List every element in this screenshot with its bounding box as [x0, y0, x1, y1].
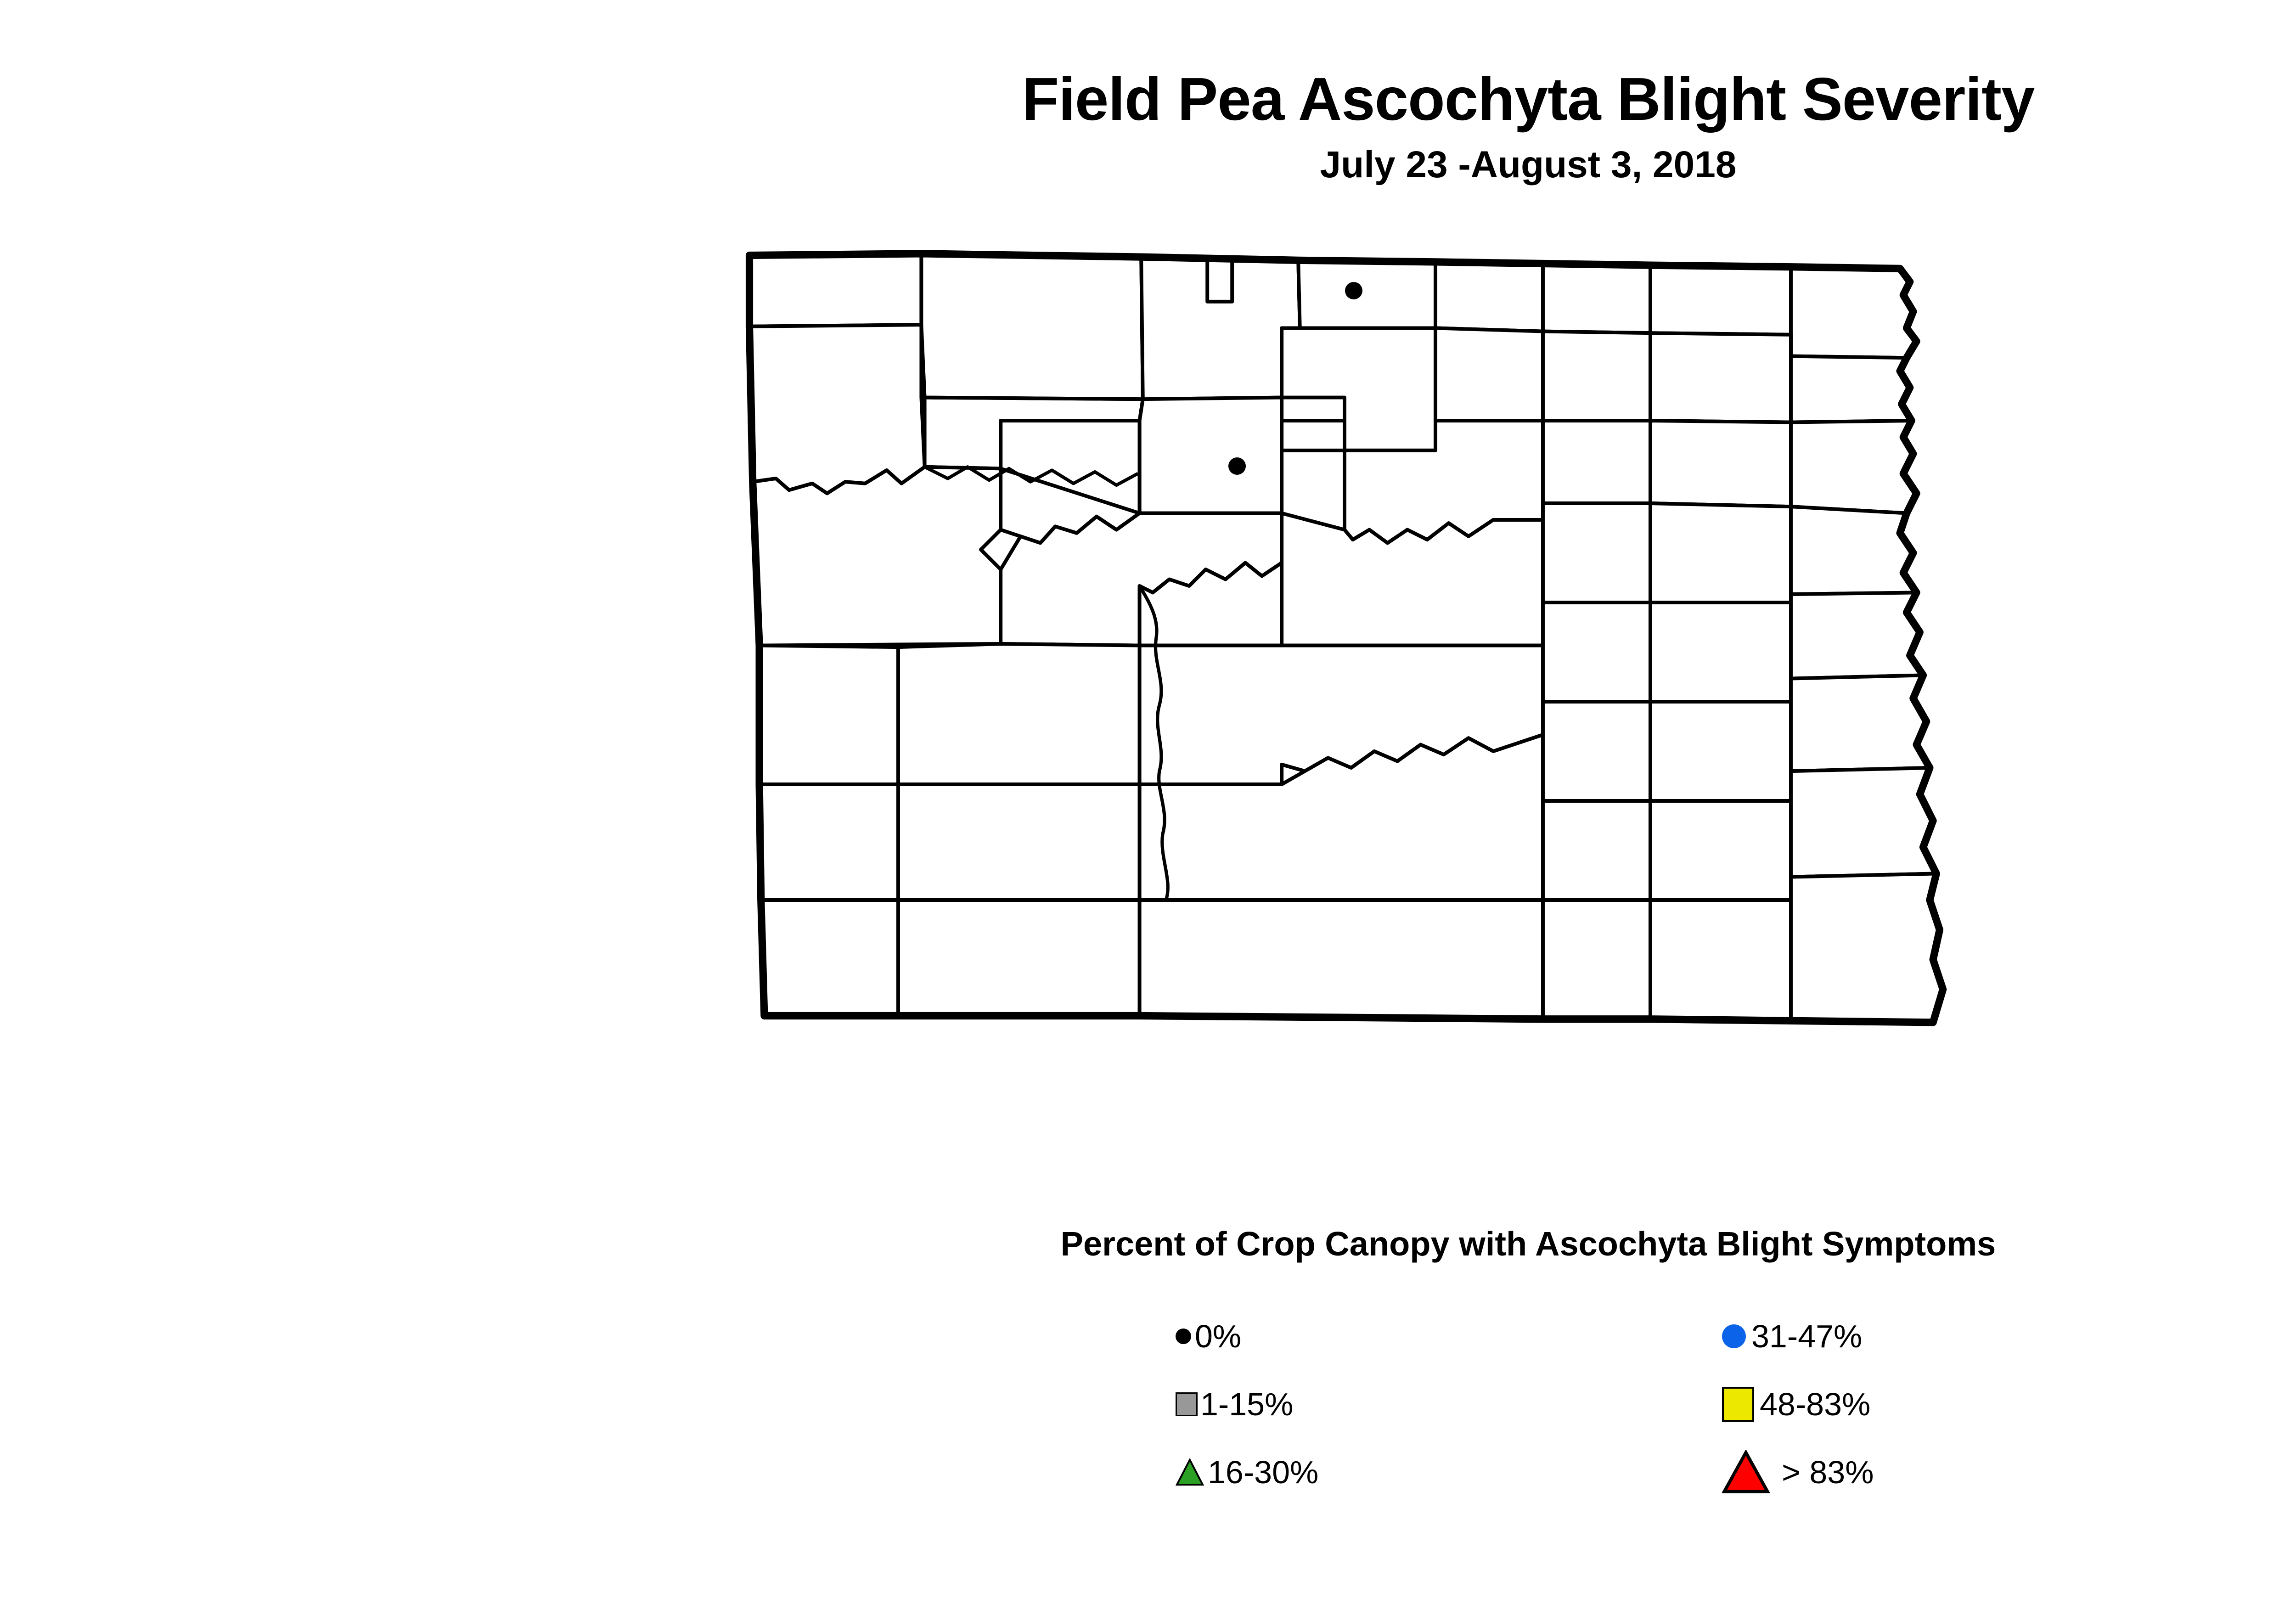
legend-item-0-percent[interactable]: 0%	[1176, 1309, 1241, 1364]
legend-item-1-15-percent[interactable]: 1-15%	[1176, 1377, 1293, 1432]
legend-item-over-83-percent[interactable]: > 83%	[1722, 1445, 1874, 1500]
county-slope	[757, 782, 900, 902]
state-boundary-north-dakota	[745, 250, 1947, 1026]
circle-marker-icon	[1722, 1324, 1746, 1348]
county-benson	[1541, 329, 1652, 422]
county-traill	[1789, 505, 1919, 596]
county-logan	[1541, 601, 1652, 704]
county-bottineau	[1296, 258, 1437, 330]
county-layer	[748, 252, 1945, 1025]
legend-title: Percent of Crop Canopy with Ascochyta Bl…	[1060, 1225, 1996, 1263]
county-grandforks	[1789, 419, 1919, 515]
county-dickey	[1649, 700, 1793, 803]
county-sheridan	[1280, 419, 1346, 452]
legend-item-label: 1-15%	[1200, 1386, 1294, 1422]
county-stutsman	[1649, 501, 1793, 604]
county-cavalier	[1649, 263, 1793, 337]
circle-marker-icon	[1176, 1329, 1191, 1344]
county-ramsey	[1649, 331, 1793, 424]
county-williams	[748, 323, 927, 495]
county-ransom	[1789, 766, 1938, 879]
missouri-river-line	[1138, 585, 1170, 901]
legend-item-16-30-percent[interactable]: 16-30%	[1176, 1445, 1318, 1500]
county-nelson	[1649, 419, 1793, 509]
county-adams	[896, 898, 1142, 1018]
triangle-marker-icon	[1722, 1450, 1770, 1494]
county-eddy	[1541, 419, 1652, 505]
county-cass	[1789, 591, 1925, 681]
county-renville	[1139, 255, 1302, 401]
county-rolette	[1434, 260, 1545, 333]
county-ward	[1137, 395, 1346, 515]
legend-item-label: 48-83%	[1760, 1386, 1871, 1422]
legend: 0% 1-15% 16-30% 31-47%	[1176, 1309, 2048, 1529]
legend-item-31-47-percent[interactable]: 31-47%	[1722, 1309, 1862, 1364]
county-billings	[757, 643, 900, 786]
county-bowman	[759, 898, 900, 1018]
county-emmons	[1541, 799, 1652, 902]
square-marker-icon	[1176, 1392, 1198, 1416]
county-stark	[896, 642, 1142, 786]
county-burleigh	[1280, 511, 1545, 647]
county-pembina	[1789, 265, 1919, 360]
county-south-c	[1789, 872, 1945, 1025]
legend-item-48-83-percent[interactable]: 48-83%	[1722, 1377, 1870, 1432]
county-mcintosh	[1541, 700, 1652, 803]
county-mountrail	[923, 395, 1145, 471]
square-marker-icon	[1722, 1387, 1754, 1422]
county-pierce	[1434, 326, 1545, 422]
county-sioux	[1137, 898, 1545, 1021]
county-south-b	[1649, 898, 1793, 1023]
county-towner	[1541, 262, 1652, 335]
county-sargent	[1649, 799, 1793, 902]
county-lamoure	[1649, 601, 1793, 704]
triangle-marker-icon	[1176, 1458, 1204, 1486]
page-subtitle: July 23 -August 3, 2018	[1320, 144, 1737, 186]
legend-item-label: 0%	[1195, 1318, 1242, 1354]
county-south-a	[1541, 898, 1652, 1021]
page-title: Field Pea Ascochyta Blight Severity	[1022, 65, 2035, 133]
legend-item-label: > 83%	[1782, 1454, 1874, 1490]
county-kidder	[1541, 501, 1652, 604]
north-dakota-map[interactable]	[716, 239, 2296, 1231]
legend-item-label: 31-47%	[1751, 1318, 1863, 1354]
legend-item-label: 16-30%	[1208, 1454, 1319, 1490]
map-svg	[745, 250, 1947, 1026]
county-mckenzie	[751, 465, 1003, 647]
title-block: Field Pea Ascochyta Blight Severity July…	[0, 69, 2296, 184]
data-point-site-1[interactable]	[1345, 281, 1362, 299]
county-burke	[919, 252, 1145, 401]
data-point-site-2[interactable]	[1228, 457, 1246, 475]
county-richland	[1789, 673, 1932, 773]
lake-sakakawea-boundary	[923, 465, 1139, 487]
county-hettinger	[896, 782, 1142, 902]
county-divide	[748, 252, 923, 328]
